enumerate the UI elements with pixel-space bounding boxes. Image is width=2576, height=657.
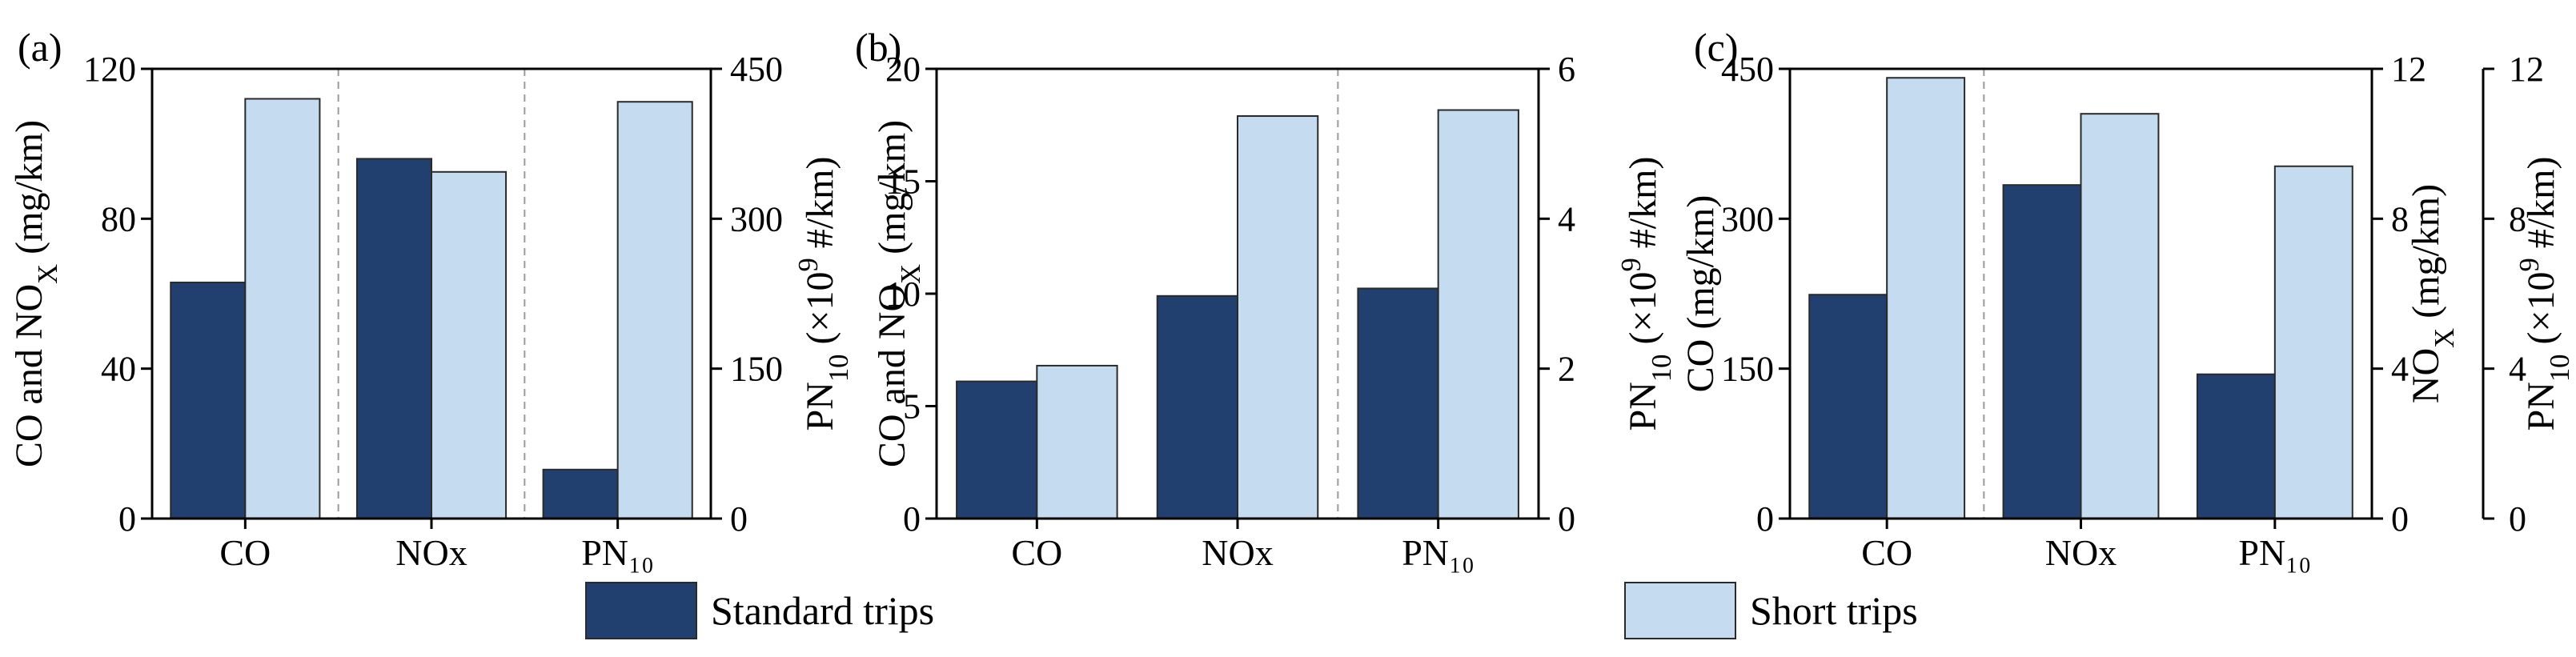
bar-standard-2 xyxy=(1156,294,1238,519)
y-axis-title-right: PN10 (×109 #/km) xyxy=(1616,157,1677,431)
right2-tick-label: 12 xyxy=(2509,50,2544,89)
legend: Standard trips Short trips xyxy=(585,582,1918,639)
chart-panel-1: 0 40 80 120 0 150 300 450 CO NOx PN₁₀ CO and NOX (m… xyxy=(8,25,854,573)
y-axis-title-right: PN10 (×109 #/km) xyxy=(793,157,854,431)
bar-short-3 xyxy=(2273,165,2353,519)
panel-label: (b) xyxy=(855,25,901,70)
bar-short-3 xyxy=(616,101,693,520)
right-tick-label: 6 xyxy=(1558,50,1575,89)
right-tick-label: 2 xyxy=(1558,350,1575,389)
y-axis-title-right2: PN10 (×109 #/km) xyxy=(2514,157,2575,431)
left-tick-label: 120 xyxy=(83,50,136,89)
bar-short-1 xyxy=(1036,364,1118,520)
left-tick-label: 0 xyxy=(118,499,136,539)
category-label: CO xyxy=(219,532,271,573)
y-axis-title-right: NOX (mg/km) xyxy=(2405,184,2460,403)
bar-short-3 xyxy=(1437,109,1519,519)
bar-standard-1 xyxy=(170,281,247,519)
right-tick-label: 0 xyxy=(1558,499,1575,539)
right-tick-label: 4 xyxy=(2391,350,2409,389)
right-tick-label: 300 xyxy=(730,199,783,238)
chart-panel-2: 0 5 10 15 20 0 2 4 6 CO NOx PN₁₀ CO and NOX (mg/km) P… xyxy=(855,25,1677,573)
category-label: CO xyxy=(1011,532,1062,573)
right-tick-label: 150 xyxy=(730,350,783,389)
category-label: PN₁₀ xyxy=(581,532,654,573)
legend-swatch-short xyxy=(1624,582,1736,639)
right-tick-label: 4 xyxy=(1558,199,1575,238)
left-tick-label: 80 xyxy=(101,199,136,238)
bar-short-2 xyxy=(1237,115,1319,519)
bar-standard-3 xyxy=(2196,373,2276,520)
right2-tick-label: 8 xyxy=(2509,199,2526,238)
category-label: NOx xyxy=(1202,532,1273,573)
y-axis-title-left: CO (mg/km) xyxy=(1679,195,1722,393)
right-tick-label: 450 xyxy=(730,50,783,89)
bar-standard-1 xyxy=(1808,294,1888,519)
bar-short-1 xyxy=(244,98,321,519)
right2-tick-label: 0 xyxy=(2509,499,2526,539)
bar-short-2 xyxy=(2080,113,2160,519)
right2-tick-label: 4 xyxy=(2509,350,2526,389)
bar-short-1 xyxy=(1886,77,1966,520)
right-tick-label: 0 xyxy=(2391,499,2409,539)
right-tick-label: 12 xyxy=(2391,50,2426,89)
right-tick-label: 0 xyxy=(730,499,748,539)
bar-short-2 xyxy=(431,170,508,520)
category-label: NOx xyxy=(2045,532,2117,573)
left-tick-label: 0 xyxy=(903,499,921,539)
bar-standard-2 xyxy=(355,158,432,519)
category-label: PN₁₀ xyxy=(2238,532,2311,573)
left-tick-label: 450 xyxy=(1721,50,1774,89)
panel-label: (a) xyxy=(18,25,62,70)
left-tick-label: 150 xyxy=(1721,350,1774,389)
left-tick-label: 300 xyxy=(1721,199,1774,238)
left-tick-label: 0 xyxy=(1756,499,1774,539)
left-tick-label: 40 xyxy=(101,350,136,389)
panel-label: (c) xyxy=(1694,25,1739,70)
category-label: NOx xyxy=(395,532,467,573)
left-tick-label: 15 xyxy=(885,162,921,202)
legend-label-standard: Standard trips xyxy=(711,588,934,633)
bar-standard-3 xyxy=(542,468,619,519)
left-tick-label: 20 xyxy=(885,50,921,89)
category-label: PN₁₀ xyxy=(1402,532,1475,573)
legend-label-short: Short trips xyxy=(1750,588,1918,633)
legend-swatch-standard xyxy=(585,582,697,639)
bar-standard-2 xyxy=(2002,184,2082,520)
y-axis-title-left: CO and NOX (mg/km) xyxy=(8,120,63,467)
y-axis-title-left: CO and NOX (mg/km) xyxy=(871,120,926,467)
bar-standard-3 xyxy=(1357,287,1439,519)
left-tick-label: 5 xyxy=(903,387,921,427)
chart-panel-3: 0 150 300 450 0 4 8 12 0 4 8 12 CO NOx PN₁₀ CO (mg/km) N… xyxy=(1679,25,2575,573)
category-label: CO xyxy=(1861,532,1912,573)
left-tick-label: 10 xyxy=(885,274,921,314)
bar-standard-1 xyxy=(956,380,1038,519)
right-tick-label: 8 xyxy=(2391,199,2409,238)
